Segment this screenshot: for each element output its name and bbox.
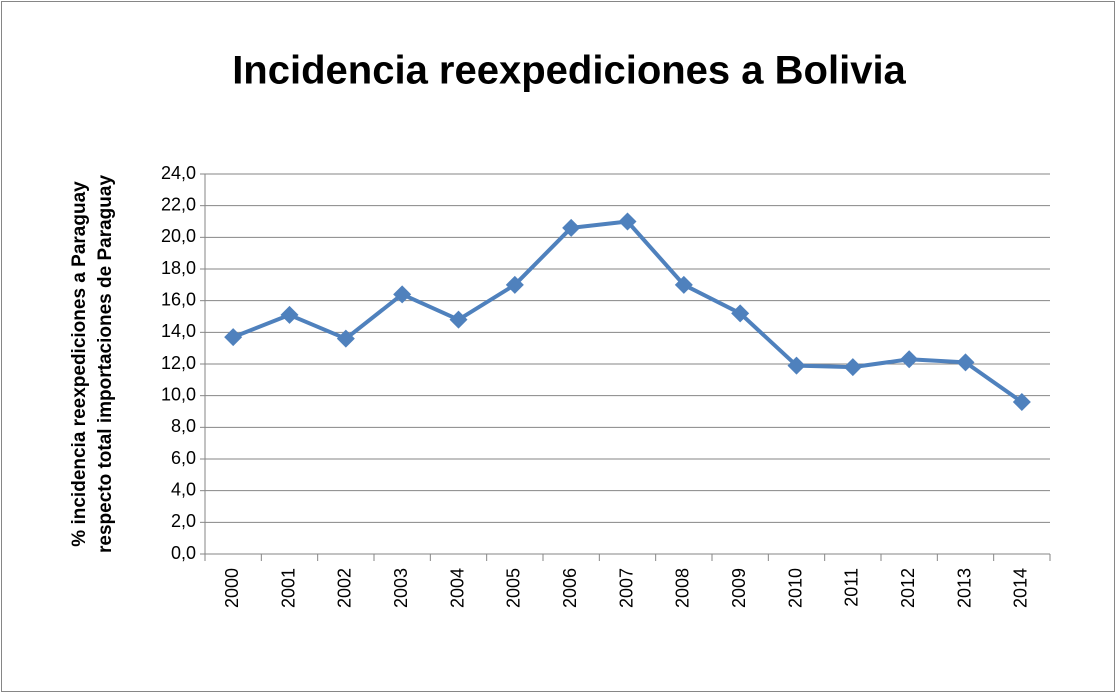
data-point [505,275,524,294]
data-point [393,285,412,304]
y-tick-label: 24,0 [161,163,196,183]
y-tick-label: 18,0 [161,258,196,278]
data-point [674,275,693,294]
x-tick-label: 2006 [560,568,580,608]
x-tick-label: 2004 [447,568,467,608]
data-point [449,310,468,329]
y-tick-label: 10,0 [161,384,196,404]
data-point [1012,393,1031,411]
y-tick-label: 0,0 [171,543,196,563]
x-tick-label: 2007 [616,568,636,608]
data-point [843,358,862,377]
data-point [224,328,243,347]
x-tick-label: 2012 [898,568,918,608]
y-axis-label: respecto total importaciones de Paraguay [95,175,116,553]
y-tick-label: 6,0 [171,448,196,468]
data-point [956,353,975,372]
x-tick-label: 2003 [391,568,411,608]
y-axis-label: % incidencia reexpediciones a Paraguay [69,181,90,547]
data-point [618,212,637,231]
x-tick-label: 2008 [673,568,693,608]
y-tick-label: 14,0 [161,321,196,341]
y-tick-label: 8,0 [171,416,196,436]
data-point [900,350,919,369]
x-tick-label: 2001 [278,568,298,608]
x-tick-label: 2013 [954,568,974,608]
data-point [787,356,806,375]
chart-title: Incidencia reexpediciones a Bolivia [232,49,906,93]
y-tick-label: 2,0 [171,511,196,531]
x-tick-label: 2009 [729,568,749,608]
x-tick-label: 2010 [785,568,805,608]
data-point [731,304,750,323]
y-tick-label: 4,0 [171,479,196,499]
x-tick-label: 2000 [222,568,242,608]
x-tick-label: 2014 [1011,568,1031,608]
y-tick-label: 12,0 [161,353,196,373]
y-tick-label: 22,0 [161,194,196,214]
x-tick-label: 2005 [504,568,524,608]
y-tick-label: 20,0 [161,226,196,246]
x-tick-label: 2002 [335,568,355,608]
x-tick-label: 2011 [842,568,862,607]
data-point [280,305,299,324]
y-tick-label: 16,0 [161,289,196,309]
data-point [336,329,355,348]
data-point [562,218,581,237]
